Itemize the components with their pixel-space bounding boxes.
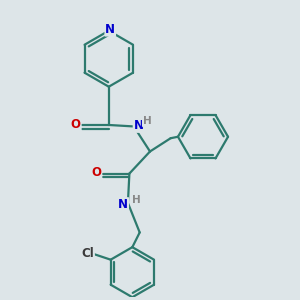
Text: O: O: [71, 118, 81, 131]
Text: H: H: [132, 195, 141, 205]
Text: H: H: [143, 116, 152, 126]
Text: O: O: [92, 167, 101, 179]
Text: N: N: [118, 198, 128, 211]
Text: N: N: [134, 119, 143, 132]
Text: N: N: [105, 23, 115, 36]
Text: Cl: Cl: [81, 247, 94, 260]
